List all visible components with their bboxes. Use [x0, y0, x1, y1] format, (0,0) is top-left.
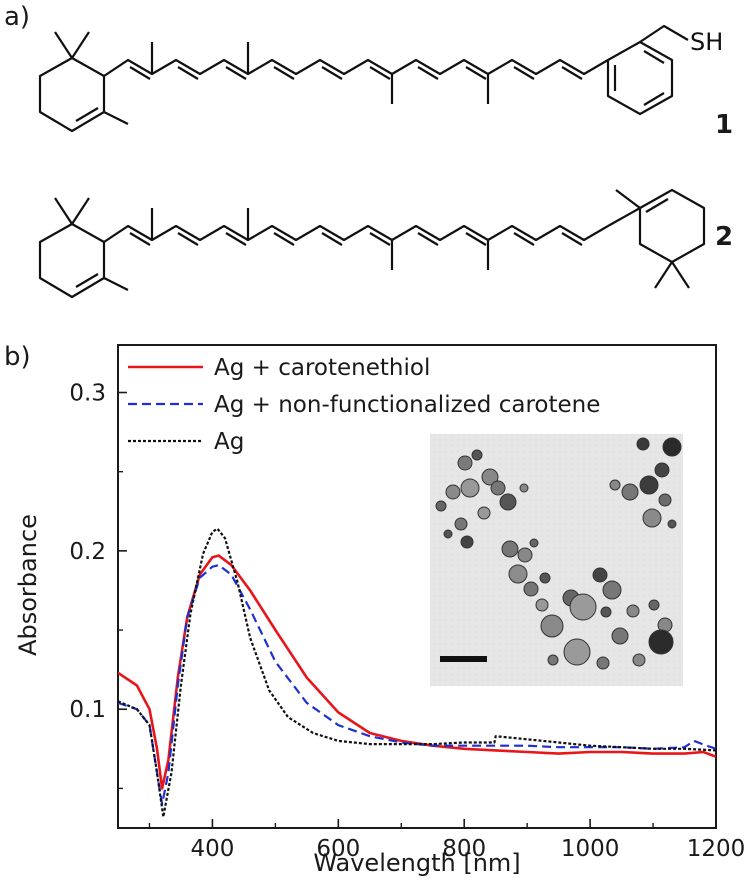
x-tick-label: 1200 [687, 836, 746, 862]
tem-scale-bar [440, 656, 487, 662]
ring-methyl-bond [103, 277, 129, 291]
polyene-chain [103, 224, 609, 243]
chain-double-bond [129, 232, 151, 246]
chain-double-bond [225, 232, 247, 246]
panel-b-label: b) [4, 342, 31, 372]
compound-2-number: 2 [715, 222, 734, 252]
ring-double-bond [645, 198, 669, 213]
y-axis-label: Absorbance [14, 514, 42, 656]
x-tick-label: 800 [442, 836, 486, 862]
series-line-2 [118, 563, 716, 806]
plot-frame [117, 344, 717, 829]
legend: Ag + carotenethiol Ag + non-functionalize… [128, 355, 600, 455]
benzene-ring [606, 40, 674, 116]
chain-double-bond [321, 232, 343, 246]
legend-label: Ag + non-functionalized carotene [214, 392, 600, 418]
y-tick-label: 0.2 [69, 539, 106, 565]
compound-1-number: 1 [715, 110, 734, 140]
chain-double-bond [273, 232, 295, 246]
chain-double-bond [369, 66, 391, 80]
gem-methyl-bond [671, 261, 690, 289]
chain-double-bond [225, 66, 247, 80]
y-tick-label: 0.3 [69, 381, 106, 407]
data-series [118, 527, 716, 819]
chain-double-bond [465, 66, 487, 80]
chain-double-bond [561, 232, 583, 246]
gem-methyl-bond [71, 31, 90, 59]
ring-double-bond [75, 273, 99, 288]
series-line-1 [118, 554, 716, 790]
x-tick-label: 1000 [561, 836, 620, 862]
x-tick-label: 400 [190, 836, 234, 862]
structure-carotenethiol: SH [38, 24, 723, 133]
tem-inset [430, 434, 683, 686]
series-line-3 [118, 527, 716, 819]
legend-label: Ag + carotenethiol [214, 355, 430, 381]
x-axis-ticks: 400 600 800 1000 1200 [148, 819, 746, 862]
structure-carotene [38, 188, 706, 299]
chain-double-bond [129, 66, 151, 80]
aromatic-bond [643, 50, 665, 64]
gem-methyl-bond [71, 197, 90, 225]
chain-double-bond [417, 66, 439, 80]
chain-double-bond [561, 66, 583, 80]
ring-double-bond [75, 107, 99, 122]
tem-image-background [430, 434, 683, 686]
chain-double-bond [417, 232, 439, 246]
thiomethyl-bond [639, 24, 689, 43]
chain-double-bond [369, 232, 391, 246]
chain-double-bond [321, 66, 343, 80]
chain-double-bond [465, 232, 487, 246]
polyene-chain [103, 58, 609, 77]
aromatic-bond [643, 92, 665, 106]
nanoparticles [435, 437, 682, 670]
gem-methyl-bond [54, 31, 73, 59]
panel-a-label: a) [4, 2, 31, 32]
thiol-group: SH [690, 28, 723, 56]
cyclohexene-ring [638, 188, 706, 264]
chain-double-bond [177, 232, 199, 246]
gem-methyl-bond [54, 197, 73, 225]
ring-link-bond [607, 207, 641, 227]
chain-double-bond [177, 66, 199, 80]
chemical-structures: SH [38, 24, 723, 299]
chain-double-bond [273, 66, 295, 80]
chain-double-bond [513, 232, 535, 246]
chain-double-bond [513, 66, 535, 80]
ring-methyl-bond [103, 111, 129, 125]
y-tick-label: 0.1 [69, 697, 106, 723]
legend-label: Ag [214, 429, 244, 455]
ring-methyl-bond [615, 189, 641, 209]
gem-methyl-bond [654, 261, 673, 289]
x-axis-label: Wavelength [nm] [313, 849, 520, 877]
y-axis-ticks: 0.1 0.2 0.3 [69, 381, 127, 790]
x-tick-label: 600 [316, 836, 360, 862]
